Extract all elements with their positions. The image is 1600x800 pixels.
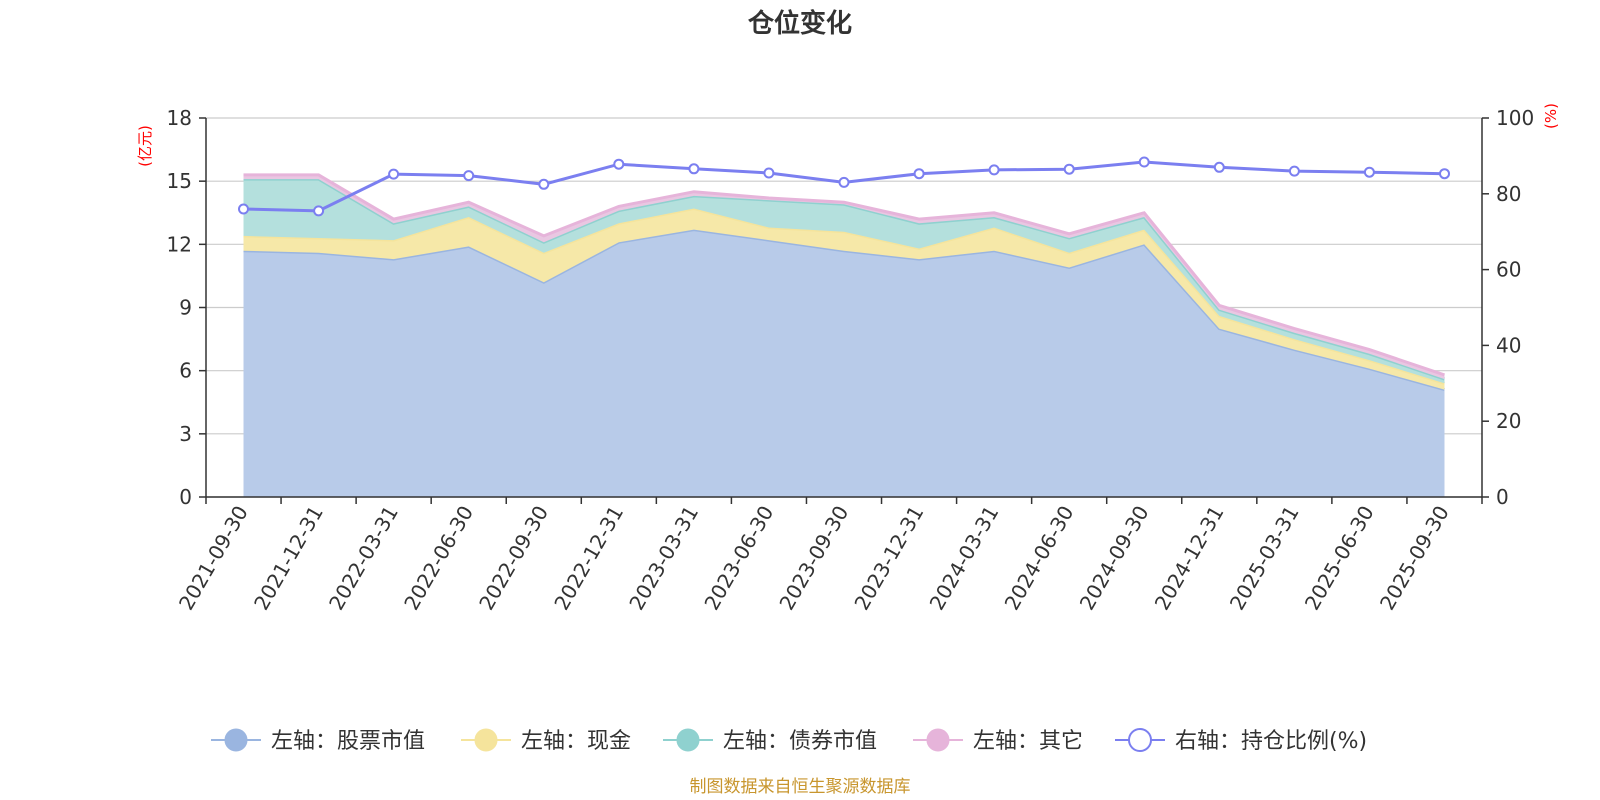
legend: 左轴：股票市值 左轴：现金 左轴：债券市值 左轴：其它 右轴：持仓比例(%) — [211, 728, 1367, 754]
x-axis-tick-label: 2023-03-31 — [624, 502, 703, 615]
x-axis-tick-label: 2025-09-30 — [1375, 502, 1454, 615]
ratio-point[interactable] — [1288, 165, 1300, 177]
x-axis-tick-label: 2021-12-31 — [249, 502, 328, 615]
legend-marker — [224, 728, 248, 752]
ratio-point[interactable] — [1213, 161, 1225, 173]
right-axis-tick-label: 20 — [1496, 409, 1521, 433]
legend-item[interactable]: 左轴：现金 — [461, 728, 631, 754]
x-axis-tick-label: 2023-06-30 — [699, 502, 778, 615]
ratio-point[interactable] — [763, 167, 775, 179]
left-axis-unit: (亿元) — [136, 125, 154, 167]
left-axis-tick-label: 3 — [179, 422, 192, 446]
x-axis-tick-label: 2024-03-31 — [925, 502, 1004, 615]
legend-marker — [676, 728, 700, 752]
legend-item[interactable]: 左轴：债券市值 — [663, 728, 877, 754]
legend-marker — [474, 728, 498, 752]
x-axis-tick-label: 2025-03-31 — [1225, 502, 1304, 615]
right-axis-tick-label: 40 — [1496, 333, 1521, 357]
ratio-point[interactable] — [988, 164, 1000, 176]
ratio-point[interactable] — [913, 168, 925, 180]
x-axis-tick-label: 2022-09-30 — [474, 502, 553, 615]
area-series-line — [243, 173, 1445, 377]
legend-item[interactable]: 左轴：其它 — [913, 728, 1083, 754]
ratio-point[interactable] — [238, 203, 249, 215]
x-axis-tick-label: 2024-12-31 — [1150, 502, 1229, 615]
right-axis-tick-label: 60 — [1496, 258, 1521, 282]
ratio-point[interactable] — [1363, 166, 1375, 178]
x-axis-tick-label: 2024-06-30 — [1000, 502, 1079, 615]
left-axis-tick-label: 18 — [167, 106, 192, 130]
right-axis-tick-label: 100 — [1496, 106, 1534, 130]
legend-label: 左轴：股票市值 — [271, 729, 425, 754]
left-axis-tick-label: 9 — [179, 296, 192, 320]
legend-label: 左轴：现金 — [521, 729, 631, 754]
left-axis-tick-label: 15 — [167, 169, 192, 193]
ratio-point[interactable] — [688, 163, 700, 175]
x-axis-tick-label: 2022-03-31 — [324, 502, 403, 615]
legend-marker — [926, 728, 950, 752]
legend-label: 左轴：其它 — [973, 729, 1083, 754]
legend-label: 右轴：持仓比例(%) — [1175, 729, 1367, 754]
legend-marker — [1128, 728, 1152, 752]
right-axis-tick-label: 0 — [1496, 485, 1509, 509]
right-axis-tick-label: 80 — [1496, 182, 1521, 206]
stacked-areas — [243, 173, 1445, 497]
area-series — [243, 229, 1445, 497]
x-axis-tick-label: 2024-09-30 — [1075, 502, 1154, 615]
left-axis-tick-label: 6 — [179, 359, 192, 383]
ratio-point[interactable] — [1138, 156, 1150, 168]
ratio-line — [238, 156, 1450, 217]
legend-item[interactable]: 右轴：持仓比例(%) — [1115, 728, 1367, 754]
left-axis-tick-label: 12 — [167, 232, 192, 256]
left-axis-tick-label: 0 — [179, 485, 192, 509]
ratio-point[interactable] — [463, 170, 475, 182]
ratio-point[interactable] — [1439, 168, 1450, 180]
legend-label: 左轴：债券市值 — [723, 729, 877, 754]
right-axis-unit: (%) — [1542, 103, 1560, 129]
x-axis-tick-label: 2022-12-31 — [549, 502, 628, 615]
x-axis-tick-label: 2023-12-31 — [849, 502, 928, 615]
ratio-point[interactable] — [538, 178, 550, 190]
ratio-point[interactable] — [838, 176, 850, 188]
x-axis-tick-label: 2025-06-30 — [1300, 502, 1379, 615]
x-axis-tick-label: 2021-09-30 — [174, 502, 253, 615]
x-axis-tick-label: 2023-09-30 — [774, 502, 853, 615]
chart-title: 仓位变化 — [747, 8, 852, 39]
legend-item[interactable]: 左轴：股票市值 — [211, 728, 425, 754]
area-series — [243, 179, 1445, 384]
source-note: 制图数据来自恒生聚源数据库 — [690, 777, 911, 797]
ratio-point[interactable] — [313, 205, 325, 217]
x-axis-tick-label: 2022-06-30 — [399, 502, 478, 615]
ratio-point[interactable] — [1063, 163, 1075, 175]
ratio-point[interactable] — [388, 168, 400, 180]
ratio-point[interactable] — [613, 158, 625, 170]
